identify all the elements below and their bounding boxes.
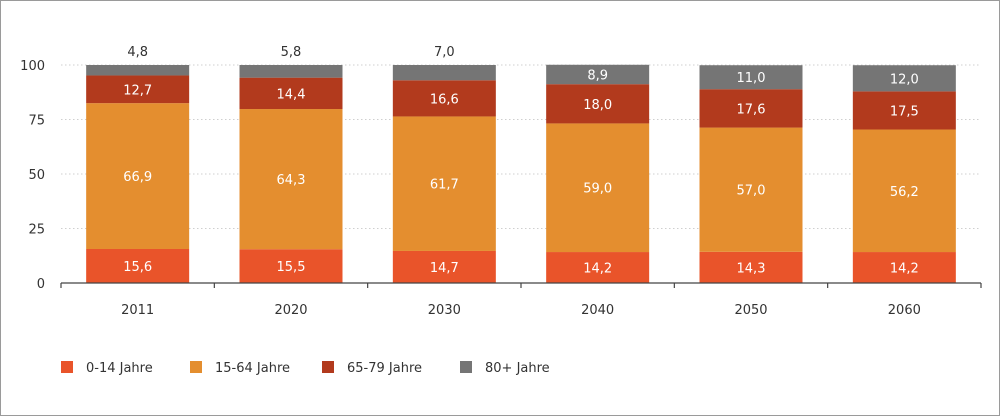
y-tick-label: 0 xyxy=(37,277,45,292)
data-label: 66,9 xyxy=(123,170,152,185)
bar-segment xyxy=(852,91,956,130)
data-label: 5,8 xyxy=(281,45,302,60)
x-tick-label: 2060 xyxy=(888,303,921,318)
x-tick-label: 2050 xyxy=(734,303,767,318)
data-label: 14,4 xyxy=(277,87,306,102)
bar-segment xyxy=(699,89,803,128)
bar-segment xyxy=(239,249,343,283)
y-tick-label: 75 xyxy=(28,114,45,129)
bar-segment xyxy=(86,103,190,249)
x-tick-label: 2020 xyxy=(274,303,307,318)
data-label: 59,0 xyxy=(583,182,612,197)
x-tick-label: 2011 xyxy=(121,303,154,318)
bar-segment xyxy=(852,252,956,283)
data-label: 57,0 xyxy=(737,184,766,199)
y-tick-label: 50 xyxy=(28,168,45,183)
bar-segment xyxy=(239,77,343,110)
bar-segment xyxy=(239,65,343,78)
legend-swatch xyxy=(190,361,202,373)
data-label: 61,7 xyxy=(430,178,459,193)
legend-label: 0-14 Jahre xyxy=(86,361,153,376)
data-label: 17,6 xyxy=(737,102,766,117)
bar-segment xyxy=(546,123,650,253)
data-label: 18,0 xyxy=(583,98,612,113)
data-label: 16,6 xyxy=(430,92,459,107)
legend: 0-14 Jahre 15-64 Jahre 65-79 Jahre 80+ Jahr… xyxy=(61,361,550,376)
grid-lines xyxy=(61,64,981,229)
legend-swatch xyxy=(61,361,73,373)
data-labels: 15,6 66,9 12,7 4,8 15,5 64,3 14,4 5,8 14,7 61,7 16… xyxy=(123,45,919,277)
bar-segment xyxy=(546,64,650,85)
data-label: 17,5 xyxy=(890,104,919,119)
bar-segment xyxy=(392,65,496,81)
axes: 0 25 50 75 100 2011 2020 2030 2040 2050 2060 xyxy=(20,59,982,318)
bar-segment xyxy=(392,250,496,283)
legend-swatch xyxy=(322,361,334,373)
bar-segment xyxy=(852,129,956,253)
legend-label: 80+ Jahre xyxy=(485,361,550,376)
x-tick-label: 2040 xyxy=(581,303,614,318)
data-label: 14,7 xyxy=(430,261,459,276)
bar-segment xyxy=(699,65,803,90)
bar-segment xyxy=(546,84,650,124)
y-tick-label: 100 xyxy=(20,59,45,74)
y-tick-label: 25 xyxy=(28,223,45,238)
bars xyxy=(86,64,956,283)
bar-segment xyxy=(392,116,496,251)
data-label: 11,0 xyxy=(737,71,766,86)
legend-label: 15-64 Jahre xyxy=(215,361,290,376)
data-label: 14,2 xyxy=(583,262,612,277)
data-label: 64,3 xyxy=(277,173,306,188)
data-label: 4,8 xyxy=(127,45,148,60)
data-label: 14,3 xyxy=(737,261,766,276)
data-label: 56,2 xyxy=(890,185,919,200)
legend-swatch xyxy=(460,361,472,373)
data-label: 15,5 xyxy=(277,260,306,275)
data-label: 7,0 xyxy=(434,45,455,60)
data-label: 12,7 xyxy=(123,83,152,98)
bar-segment xyxy=(86,75,190,104)
bar-segment xyxy=(699,127,803,252)
bar-segment xyxy=(852,65,956,92)
bar-segment xyxy=(699,251,803,283)
bar-segment xyxy=(239,109,343,250)
bar-segment xyxy=(392,80,496,117)
bar-segment xyxy=(86,248,190,283)
x-tick-label: 2030 xyxy=(428,303,461,318)
bar-segment xyxy=(86,65,190,76)
legend-label: 65-79 Jahre xyxy=(347,361,422,376)
data-label: 15,6 xyxy=(123,260,152,275)
data-label: 12,0 xyxy=(890,72,919,87)
bar-segment xyxy=(546,252,650,283)
data-label: 14,2 xyxy=(890,262,919,277)
data-label: 8,9 xyxy=(587,68,608,83)
